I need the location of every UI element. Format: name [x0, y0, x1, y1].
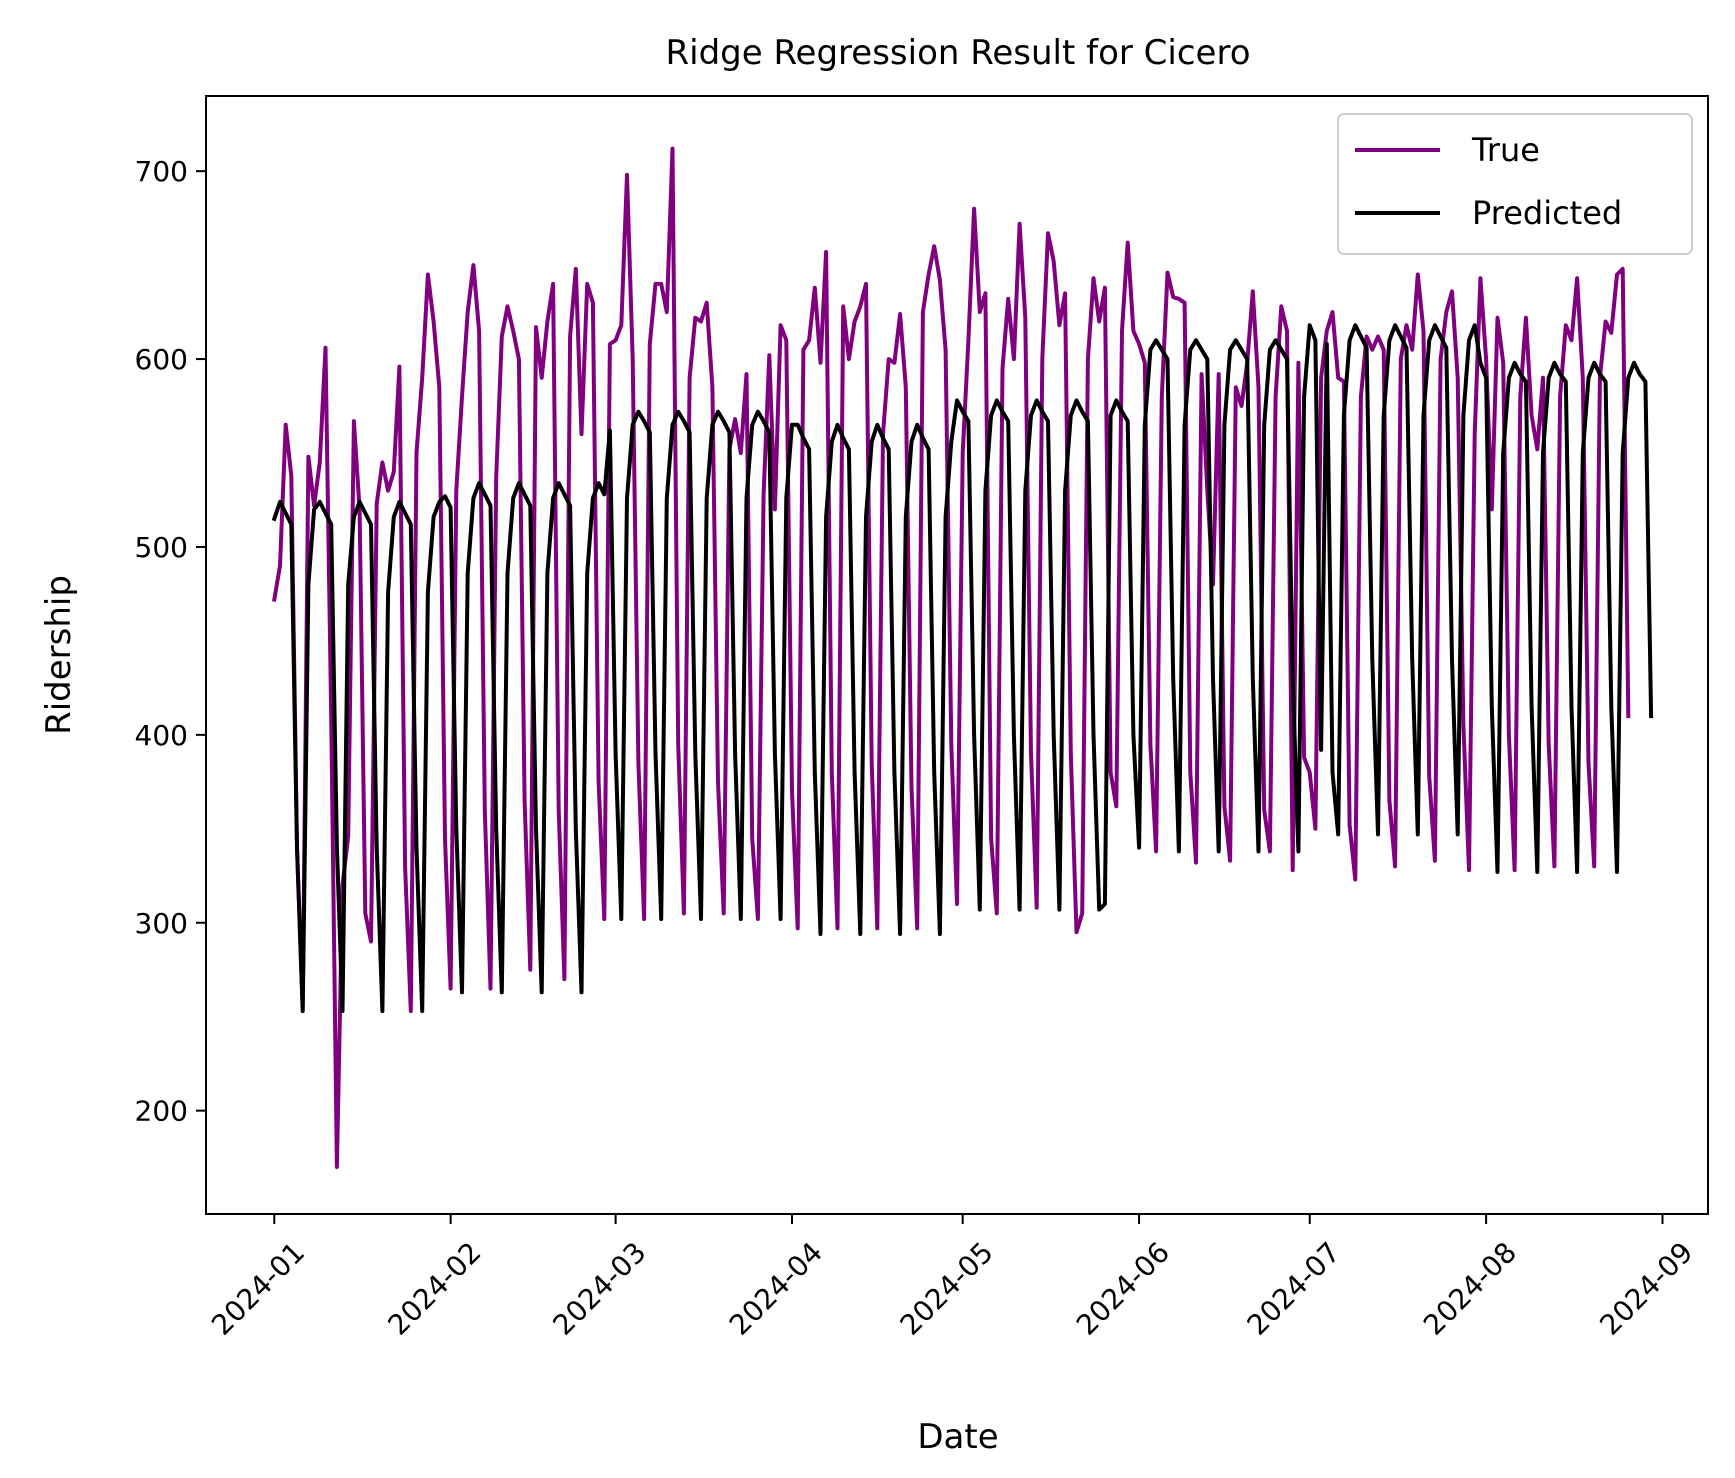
- y-tick-label: 700: [135, 155, 188, 188]
- series-line-predicted: [271, 323, 1654, 1014]
- series-layer: [271, 146, 1654, 1169]
- y-tick-label: 600: [135, 343, 188, 376]
- y-tick-label: 500: [135, 531, 188, 564]
- legend: True Predicted: [1337, 113, 1693, 255]
- y-tick-label: 300: [135, 907, 188, 940]
- y-axis: 200 300 400 500 600 700: [135, 155, 206, 1128]
- chart-title: Ridge Regression Result for Cicero: [666, 33, 1251, 73]
- x-axis-title: Date: [917, 1417, 998, 1457]
- y-axis-title: Ridership: [39, 575, 79, 735]
- legend-label-predicted: Predicted: [1472, 194, 1622, 232]
- y-tick-label: 200: [135, 1095, 188, 1128]
- series-line-true: [271, 146, 1631, 1169]
- legend-label-true: True: [1471, 131, 1540, 169]
- y-tick-label: 400: [135, 719, 188, 752]
- plot-frame: [205, 95, 1709, 1215]
